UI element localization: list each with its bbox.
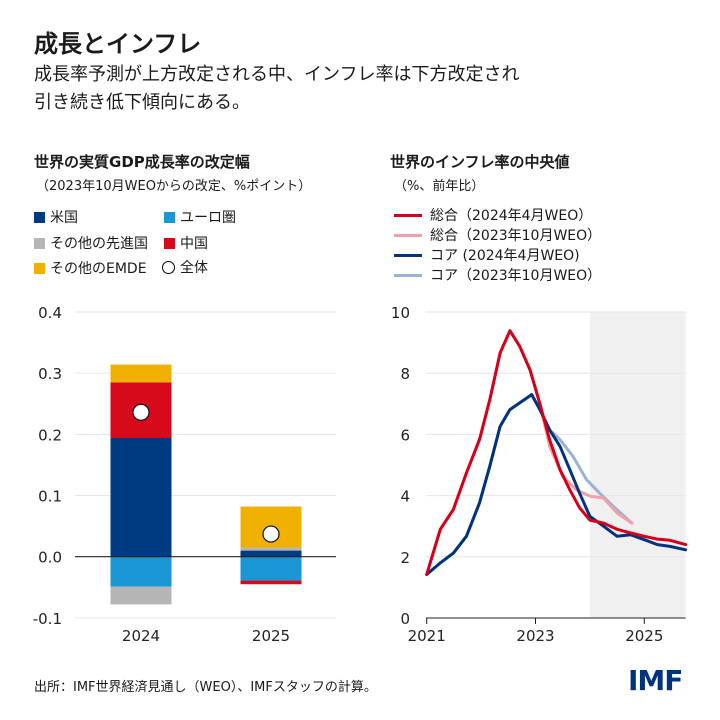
y-tick-label: 2 (400, 549, 410, 567)
legend-label: 全体 (180, 260, 208, 276)
y-tick-label: 0.0 (38, 549, 62, 567)
x-tick-label: 2025 (252, 627, 290, 645)
legend-label: 米国 (50, 210, 78, 226)
legend-item-core-apr2024: コア (2024年4月WEO) (394, 245, 580, 265)
legend-swatch (34, 262, 45, 274)
y-tick-label: 8 (400, 365, 410, 383)
legend-item-other-advanced: その他の先進国 (34, 233, 148, 253)
bar-segment (240, 556, 302, 581)
legend-label: コア（2023年10月WEO） (430, 268, 602, 284)
y-tick-label: 10 (391, 304, 410, 322)
x-tick-label: 2021 (408, 627, 446, 645)
legend-line (394, 273, 422, 277)
legend-label: その他の先進国 (50, 236, 148, 252)
subtitle-line-2: 引き続き低下傾向にある。 (34, 92, 250, 113)
legend-item-core-oct2023: コア（2023年10月WEO） (394, 265, 601, 285)
total-marker (132, 403, 150, 421)
x-tick-label: 2023 (516, 627, 554, 645)
bar-segment (110, 586, 172, 605)
projection-shade (589, 312, 686, 618)
total-marker (262, 525, 280, 543)
left-chart-title: 世界の実質GDP成長率の改定幅 (34, 153, 250, 171)
y-tick-label: -0.1 (33, 610, 62, 628)
x-tick-label: 2025 (625, 627, 663, 645)
circle-marker-icon (162, 260, 175, 274)
y-tick-label: 0.4 (38, 304, 62, 322)
legend-item-china: 中国 (164, 233, 208, 253)
legend-label: 総合（2024年4月WEO） (430, 208, 593, 224)
y-tick-label: 4 (400, 488, 410, 506)
imf-logo: IMF (628, 664, 683, 697)
legend-swatch (34, 211, 45, 223)
left-chart-subtitle: （2023年10月WEOからの改定、%ポイント） (36, 179, 312, 194)
page-title: 成長とインフレ (34, 30, 202, 58)
right-chart-subtitle: （%、前年比） (394, 179, 485, 194)
y-tick-label: 0.3 (38, 365, 62, 383)
legend-item-other-emde: その他のEMDE (34, 258, 147, 278)
legend-swatch (164, 237, 175, 249)
right-chart-title: 世界のインフレ率の中央値 (390, 153, 570, 171)
source-note: 出所：IMF世界経済見通し（WEO）、IMFスタッフの計算。 (34, 680, 377, 695)
y-tick-label: 0.1 (38, 488, 62, 506)
legend-label: コア (2024年4月WEO) (430, 248, 580, 264)
legend-item-headline-oct2023: 総合（2023年10月WEO） (394, 225, 601, 245)
legend-item-us: 米国 (34, 207, 78, 227)
series-line (425, 393, 688, 576)
legend-label: ユーロ圏 (180, 210, 236, 226)
bar-segment (110, 364, 172, 383)
legend-swatch (164, 211, 175, 223)
bar-segment (240, 550, 302, 557)
y-tick-label: 0 (400, 610, 410, 628)
bar-segment (240, 580, 302, 585)
legend-label: その他のEMDE (50, 261, 147, 277)
bar-segment (110, 438, 172, 557)
legend-item-total: 全体 (162, 257, 208, 277)
legend-line (394, 213, 422, 217)
legend-swatch (34, 237, 45, 249)
legend-label: 中国 (180, 236, 208, 252)
legend-line (394, 253, 422, 257)
subtitle-line-1: 成長率予測が上方改定される中、インフレ率は下方改定され (34, 64, 520, 85)
x-tick-label: 2024 (122, 627, 160, 645)
y-tick-label: 6 (400, 426, 410, 444)
legend-label: 総合（2023年10月WEO） (430, 228, 602, 244)
legend-item-headline-apr2024: 総合（2024年4月WEO） (394, 205, 592, 225)
legend-line (394, 233, 422, 237)
series-line (425, 329, 688, 576)
y-tick-label: 0.2 (38, 426, 62, 444)
bar-segment (240, 547, 302, 551)
bar-segment (110, 556, 172, 587)
legend-item-euro: ユーロ圏 (164, 207, 236, 227)
